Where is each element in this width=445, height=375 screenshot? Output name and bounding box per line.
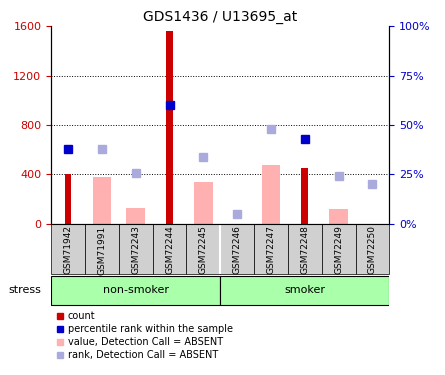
Text: GSM72250: GSM72250	[368, 225, 377, 274]
Bar	[322, 224, 356, 274]
Bar	[65, 174, 72, 224]
Text: GSM71942: GSM71942	[64, 225, 73, 274]
Title: GDS1436 / U13695_at: GDS1436 / U13695_at	[143, 10, 297, 24]
Bar	[119, 224, 153, 274]
Text: GSM72246: GSM72246	[233, 225, 242, 274]
Bar	[126, 208, 145, 224]
Bar	[220, 224, 254, 274]
Text: GSM72245: GSM72245	[199, 225, 208, 274]
Bar	[329, 209, 348, 224]
Bar	[51, 276, 220, 305]
Text: GSM72243: GSM72243	[131, 225, 140, 274]
Bar	[85, 224, 119, 274]
Bar	[194, 182, 213, 224]
Bar	[93, 177, 111, 224]
Bar	[262, 165, 280, 224]
Bar	[153, 224, 186, 274]
Text: GSM71991: GSM71991	[97, 225, 106, 274]
Legend: count, percentile rank within the sample, value, Detection Call = ABSENT, rank, : count, percentile rank within the sample…	[56, 311, 233, 360]
Text: GSM72244: GSM72244	[165, 225, 174, 274]
Bar	[186, 224, 220, 274]
Text: stress: stress	[8, 285, 41, 296]
Bar	[166, 31, 173, 224]
Bar	[356, 224, 389, 274]
Bar	[301, 168, 308, 224]
Bar	[288, 224, 322, 274]
Bar	[254, 224, 288, 274]
Text: GSM72247: GSM72247	[267, 225, 275, 274]
Text: GSM72249: GSM72249	[334, 225, 343, 274]
Text: non-smoker: non-smoker	[103, 285, 169, 296]
Text: GSM72248: GSM72248	[300, 225, 309, 274]
Bar	[220, 276, 389, 305]
Text: smoker: smoker	[284, 285, 325, 296]
Bar	[51, 224, 85, 274]
